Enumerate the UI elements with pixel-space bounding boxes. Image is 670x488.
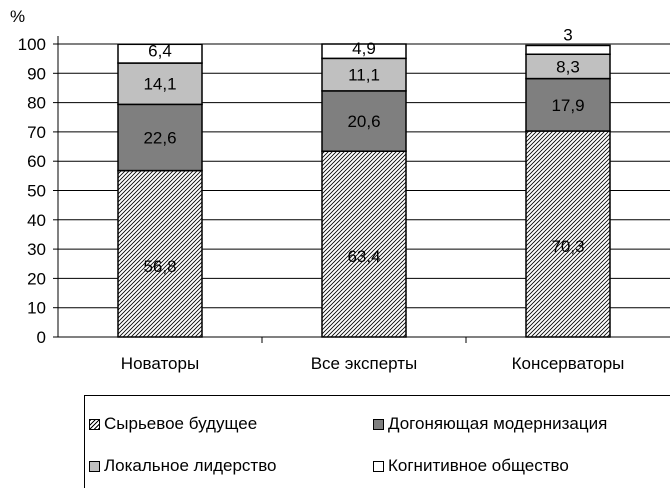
- x-tick-label: Новаторы: [121, 354, 199, 373]
- bars: [117, 43, 611, 338]
- legend-swatch-light-gray: [89, 460, 100, 472]
- bar-segment: [321, 43, 407, 60]
- x-tick-label: Все эксперты: [311, 354, 418, 373]
- data-label: 17,9: [551, 96, 584, 115]
- data-labels: 56,8 22,6 14,1 6,4 63,4 20,6 11,1 4,9 70,3 17,9 8,…: [143, 25, 584, 275]
- y-axis-unit-label: %: [10, 7, 25, 26]
- data-label: 56,8: [143, 257, 176, 276]
- bar-segment: [525, 53, 611, 80]
- legend-item-kognitivnoe: Когнитивное общество: [373, 455, 569, 477]
- bar-segment: [117, 43, 203, 64]
- data-label: 22,6: [143, 128, 176, 147]
- data-label: 20,6: [347, 112, 380, 131]
- bar-segment: [525, 77, 611, 132]
- legend-label: Сырьевое будущее: [104, 414, 258, 433]
- legend-label: Когнитивное общество: [388, 456, 569, 475]
- axes: 0 10 20 30 40 50 60 70 80 90 100 Новаторы Все экспер…: [18, 35, 670, 373]
- data-label: 6,4: [148, 42, 172, 61]
- bar-segment: [321, 150, 407, 338]
- data-label: 4,9: [352, 39, 376, 58]
- bar-segment: [525, 130, 611, 338]
- y-tick-label: 50: [27, 182, 46, 201]
- legend-swatch-white: [373, 460, 384, 472]
- x-tick-label: Консерваторы: [512, 354, 625, 373]
- y-tick-label: 0: [37, 328, 46, 347]
- legend-swatch-hatch: [89, 418, 100, 430]
- y-tick-label: 80: [27, 94, 46, 113]
- bar-segment: [321, 57, 407, 92]
- y-tick-label: 20: [27, 269, 46, 288]
- y-tick-label: 30: [27, 240, 46, 259]
- bar-segment: [117, 103, 203, 172]
- legend-item-syrevoe: Сырьевое будущее: [89, 413, 257, 435]
- legend-item-dogonyayushchaya: Догоняющая модернизация: [373, 413, 607, 435]
- bar-segment: [525, 44, 611, 56]
- legend-swatch-dark-gray: [373, 418, 384, 430]
- y-tick-label: 90: [27, 64, 46, 83]
- y-tick-label: 10: [27, 299, 46, 318]
- bar-segment: [321, 90, 407, 152]
- data-label: 14,1: [143, 75, 176, 94]
- y-tick-label: 70: [27, 123, 46, 142]
- bar-segment: [117, 169, 203, 338]
- stacked-bar-chart: % 0 10 20 30 40 50 60 70 80 90 100 Новаторы Все эксп…: [10, 7, 670, 373]
- legend-label: Локальное лидерство: [104, 456, 277, 475]
- data-label: 70,3: [551, 237, 584, 256]
- y-tick-label: 60: [27, 152, 46, 171]
- y-tick-label: 100: [18, 35, 46, 54]
- y-tick-label: 40: [27, 211, 46, 230]
- legend: Сырьевое будущее Догоняющая модернизация…: [84, 395, 670, 488]
- legend-label: Догоняющая модернизация: [388, 414, 608, 433]
- bar-segment: [117, 62, 203, 106]
- data-label: 8,3: [556, 57, 580, 76]
- legend-item-lokalnoe: Локальное лидерство: [89, 455, 277, 477]
- data-label: 3: [563, 25, 572, 44]
- data-label: 63,4: [347, 247, 380, 266]
- data-label: 11,1: [348, 66, 380, 85]
